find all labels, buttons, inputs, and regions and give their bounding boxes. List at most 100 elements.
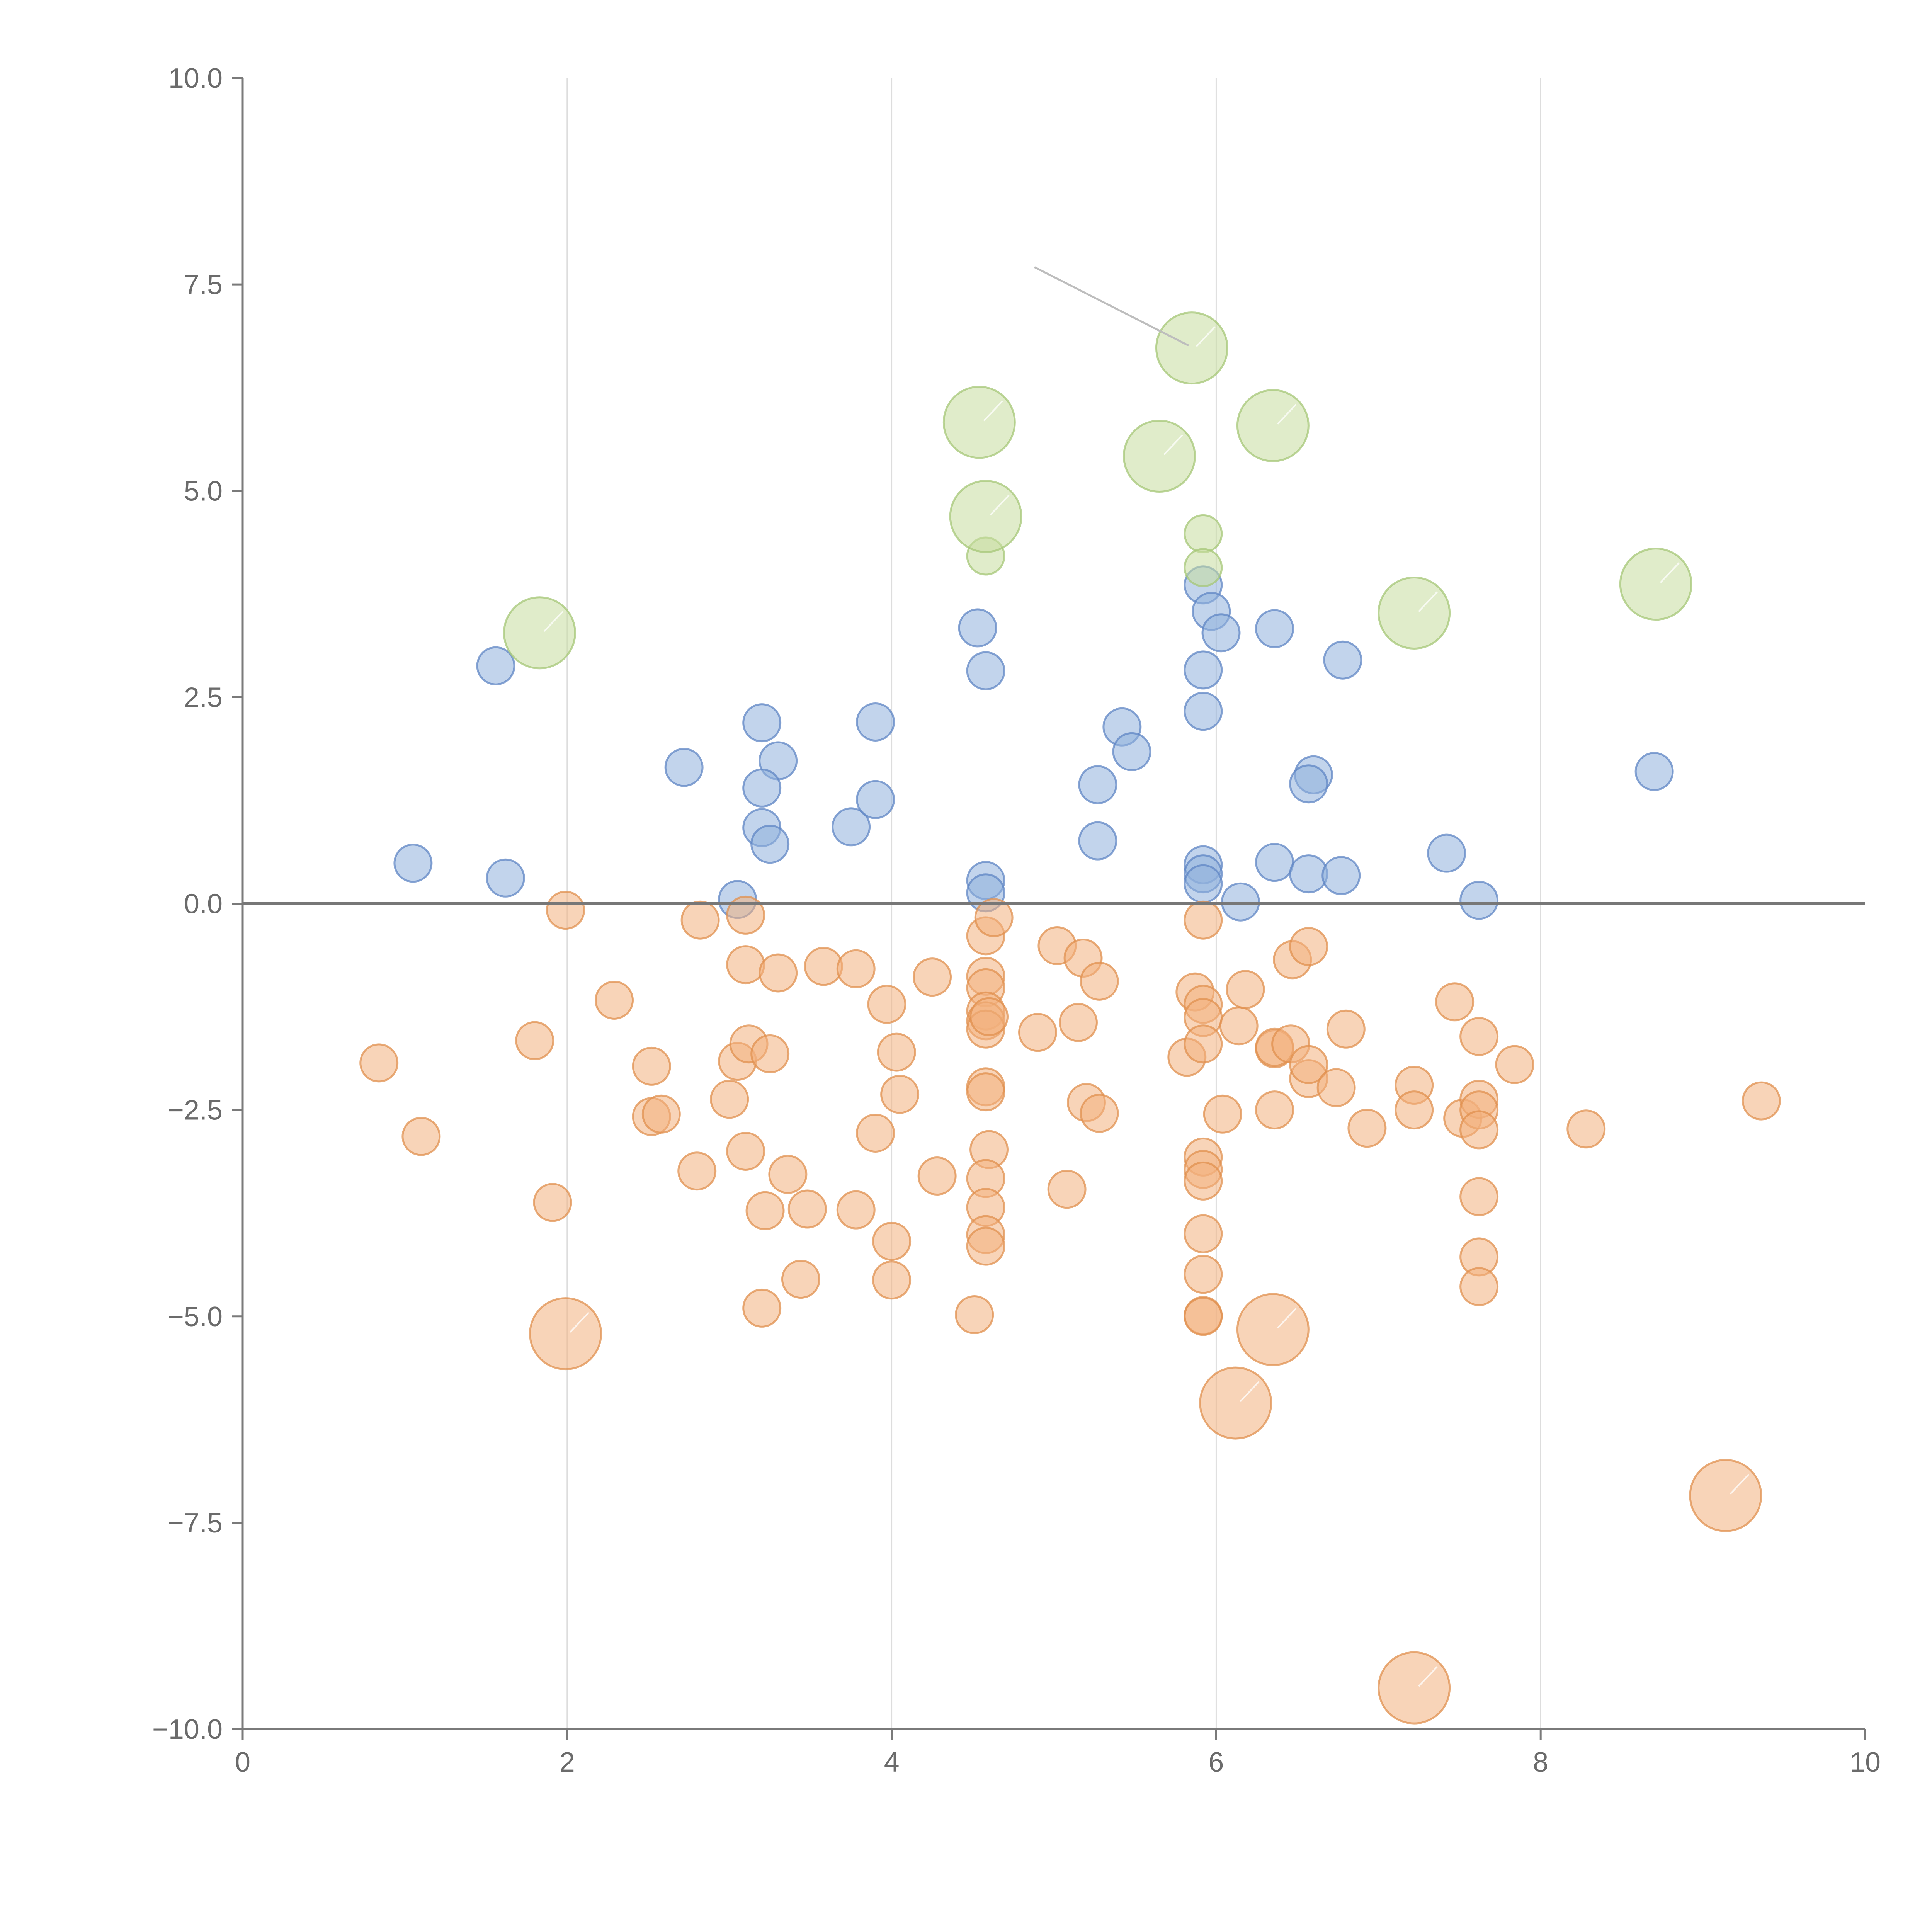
point-orange [781,1260,820,1299]
point-orange [1184,1161,1223,1201]
point-blue [1289,764,1328,804]
point-blue [1184,692,1223,731]
point-orange [1184,1297,1223,1336]
bubble-label-leader [983,400,1003,422]
point-green-large [1122,420,1196,493]
point-orange [1495,1045,1534,1084]
point-orange [533,1183,572,1222]
point-orange [1184,1255,1223,1294]
point-blue [1112,732,1151,771]
x-tick-label: 8 [1533,1747,1548,1778]
point-orange [872,1221,912,1261]
point-orange [1459,1017,1499,1056]
point-orange [742,1288,782,1328]
point-orange [759,953,798,993]
y-tick-label: 5.0 [184,476,223,507]
point-orange [1058,1003,1098,1042]
point-orange [680,900,720,940]
bubble-label-leader [570,1312,590,1333]
point-blue [1323,640,1362,680]
y-tick-label: −10.0 [152,1714,223,1745]
point-orange-large [1199,1366,1272,1440]
point-blue [966,651,1005,690]
marks-layer [243,266,1865,1725]
point-orange [750,1034,790,1073]
point-orange [359,1043,399,1083]
point-orange [632,1046,671,1086]
point-green-large [503,596,576,670]
point-orange-large [1378,1651,1451,1725]
point-blue [1255,609,1294,648]
point-orange [804,947,843,986]
point-orange [787,1189,827,1229]
point-orange [1184,900,1223,940]
point-orange [1184,1214,1223,1253]
x-tick-label: 4 [884,1747,900,1778]
bubble-label-leader [1277,404,1297,425]
point-orange [1316,1068,1356,1107]
point-orange [955,1295,994,1334]
point-orange-large [1689,1459,1762,1532]
bubble-label-leader [543,611,563,632]
point-blue [393,844,433,883]
point-orange [966,1072,1005,1112]
point-orange [836,1190,876,1230]
point-green-large [949,480,1022,553]
point-blue [832,807,871,847]
x-tick-label: 10 [1850,1747,1881,1778]
point-green-large [1378,576,1451,650]
bubble-label-leader [1196,326,1216,347]
annotation-leader-line [1034,266,1189,347]
bubble-label-leader [1418,1666,1438,1687]
point-orange [1080,961,1119,1001]
point-orange [726,1131,765,1171]
point-blue [856,702,895,742]
point-orange [867,985,906,1024]
point-orange [1289,927,1328,966]
point-blue [664,748,704,787]
point-orange [913,957,952,997]
y-tick-label: −2.5 [168,1095,223,1126]
point-blue [750,825,790,864]
point-orange [641,1094,681,1134]
point-orange [745,1191,785,1230]
x-tick-label: 6 [1208,1747,1224,1778]
point-orange [1289,1045,1328,1084]
point-blue [1634,752,1674,791]
point-blue [1078,765,1117,804]
tick-labels-layer: 0 2 4 6 8 10 10.0 7.5 5.0 2.5 0.0 −2.5 −5.0 −7.5 −10.0 [152,63,1881,1778]
x-tick-label: 2 [560,1747,575,1778]
point-blue [476,646,515,685]
point-orange [969,997,1009,1036]
axes-layer [232,77,1866,1740]
point-blue [1255,843,1294,882]
point-orange-large [1236,1293,1310,1366]
point-orange [677,1151,717,1191]
point-blue [958,608,997,648]
point-orange [1018,1013,1058,1052]
point-orange [1459,1110,1499,1150]
point-blue [1201,613,1241,653]
point-green [1184,548,1223,587]
point-blue [1078,821,1117,861]
point-blue [856,780,895,819]
point-blue [1184,864,1223,903]
point-blue [1289,854,1328,894]
point-orange [877,1032,916,1072]
point-blue [742,703,782,743]
point-orange [595,980,634,1020]
bubble-label-leader [990,495,1010,515]
point-blue [1321,856,1361,895]
point-orange [1080,1094,1119,1133]
point-orange [515,1021,554,1060]
bubble-label-leader [1418,591,1438,612]
point-orange [726,945,765,985]
bubble-label-leader [1730,1473,1750,1495]
point-orange [880,1075,920,1114]
bubble-label-leader [1240,1381,1260,1402]
point-blue [742,768,782,808]
point-orange [401,1117,441,1156]
point-orange [710,1080,749,1119]
point-orange-large [529,1297,602,1371]
